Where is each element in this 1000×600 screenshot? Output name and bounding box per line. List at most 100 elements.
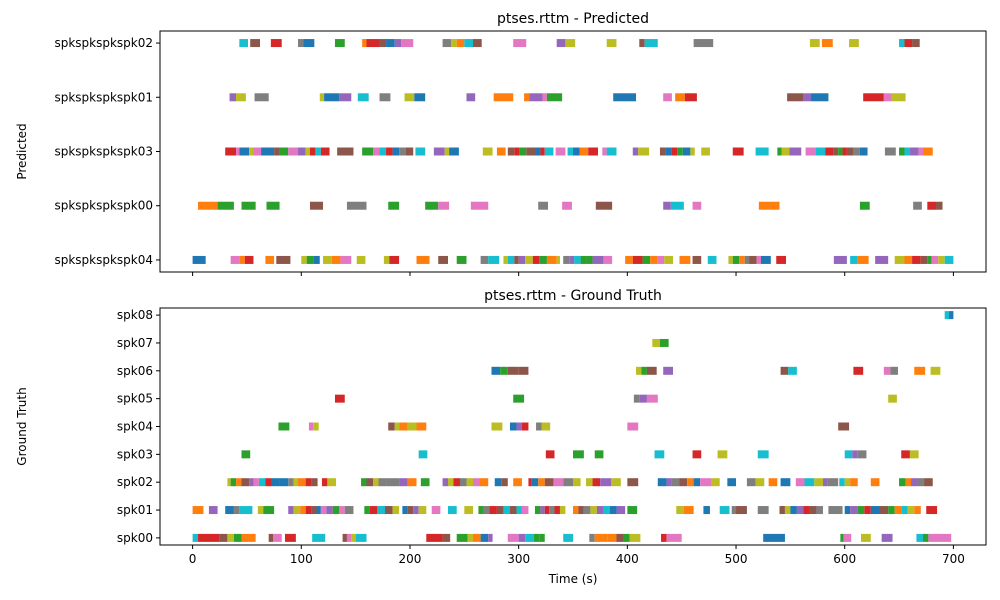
speaker-segment [827, 478, 839, 487]
x-tick-label: 300 [507, 552, 530, 566]
speaker-segment [532, 255, 540, 264]
speaker-segment [756, 255, 762, 264]
speaker-segment [663, 93, 672, 102]
speaker-segment [442, 533, 451, 542]
speaker-segment [334, 394, 345, 403]
speaker-segment [326, 506, 333, 515]
speaker-segment [534, 506, 541, 515]
speaker-segment [840, 533, 844, 542]
x-tick-label: 0 [189, 552, 197, 566]
speaker-segment [241, 201, 256, 210]
speaker-segment [703, 506, 710, 515]
speaker-segment [270, 39, 282, 48]
speaker-segment [351, 533, 356, 542]
speaker-segment [545, 450, 555, 459]
speaker-segment [625, 255, 633, 264]
speaker-segment [586, 478, 593, 487]
speaker-segment [442, 39, 452, 48]
speaker-segment [544, 478, 554, 487]
speaker-segment [821, 39, 833, 48]
speaker-segment [521, 506, 529, 515]
speaker-segment [683, 506, 694, 515]
speaker-segment [401, 39, 414, 48]
speaker-segment [507, 366, 519, 375]
speaker-segment [399, 422, 408, 431]
y-tick-label: spk03 [117, 447, 153, 461]
speaker-segment [332, 506, 340, 515]
speaker-segment [334, 39, 345, 48]
speaker-segment [838, 147, 843, 156]
speaker-segment [578, 506, 584, 515]
speaker-segment [241, 478, 250, 487]
speaker-segment [899, 478, 906, 487]
speaker-segment [284, 533, 296, 542]
speaker-segment [250, 39, 260, 48]
speaker-segment [853, 366, 864, 375]
speaker-segment [780, 478, 791, 487]
speaker-segment [573, 506, 579, 515]
speaker-segment [928, 533, 943, 542]
speaker-segment [540, 147, 545, 156]
speaker-segment [503, 506, 510, 515]
speaker-segment [569, 255, 575, 264]
speaker-segment [879, 506, 889, 515]
speaker-segment [883, 93, 892, 102]
speaker-segment [746, 478, 756, 487]
speaker-segment [321, 478, 328, 487]
speaker-segment [627, 506, 638, 515]
speaker-segment [366, 39, 380, 48]
speaker-segment [456, 533, 468, 542]
speaker-segment [413, 506, 419, 515]
speaker-segment [554, 506, 560, 515]
speaker-segment [388, 201, 400, 210]
speaker-segment [757, 450, 769, 459]
speaker-segment [665, 147, 672, 156]
speaker-segment [938, 255, 945, 264]
speaker-segment [513, 39, 527, 48]
speaker-segment [339, 93, 352, 102]
speaker-segment [258, 478, 266, 487]
speaker-segment [917, 478, 925, 487]
y-tick-label: spk06 [117, 364, 153, 378]
speaker-segment [538, 201, 548, 210]
speaker-segment [904, 39, 913, 48]
speaker-segment [926, 506, 938, 515]
speaker-segment [654, 450, 665, 459]
speaker-segment [541, 422, 551, 431]
speaker-segment [273, 533, 282, 542]
speaker-segment [922, 533, 929, 542]
speaker-segment [861, 533, 871, 542]
speaker-segment [719, 506, 730, 515]
y-tick-label: spk08 [117, 308, 153, 322]
speaker-segment [828, 506, 843, 515]
speaker-segment [229, 93, 237, 102]
speaker-segment [911, 478, 918, 487]
speaker-segment [500, 366, 508, 375]
speaker-segment [507, 255, 515, 264]
speaker-segment [239, 506, 253, 515]
y-tick-label: spk07 [117, 336, 153, 350]
speaker-segment [384, 506, 393, 515]
speaker-segment [842, 147, 847, 156]
speaker-segment [904, 147, 910, 156]
speaker-segment [822, 478, 828, 487]
speaker-segment [379, 93, 391, 102]
speaker-segment [261, 147, 275, 156]
speaker-segment [379, 147, 387, 156]
speaker-segment [659, 147, 666, 156]
speaker-segment [693, 478, 701, 487]
speaker-segment [407, 506, 414, 515]
speaker-segment [399, 478, 408, 487]
speaker-segment [479, 478, 489, 487]
speaker-segment [241, 450, 251, 459]
speaker-segment [239, 147, 250, 156]
speaker-segment [528, 478, 532, 487]
speaker-segment [303, 39, 315, 48]
speaker-segment [542, 93, 547, 102]
x-tick-label: 200 [399, 552, 422, 566]
speaker-segment [233, 533, 242, 542]
speaker-segment [491, 422, 503, 431]
speaker-segment [518, 255, 526, 264]
speaker-segment [366, 478, 374, 487]
